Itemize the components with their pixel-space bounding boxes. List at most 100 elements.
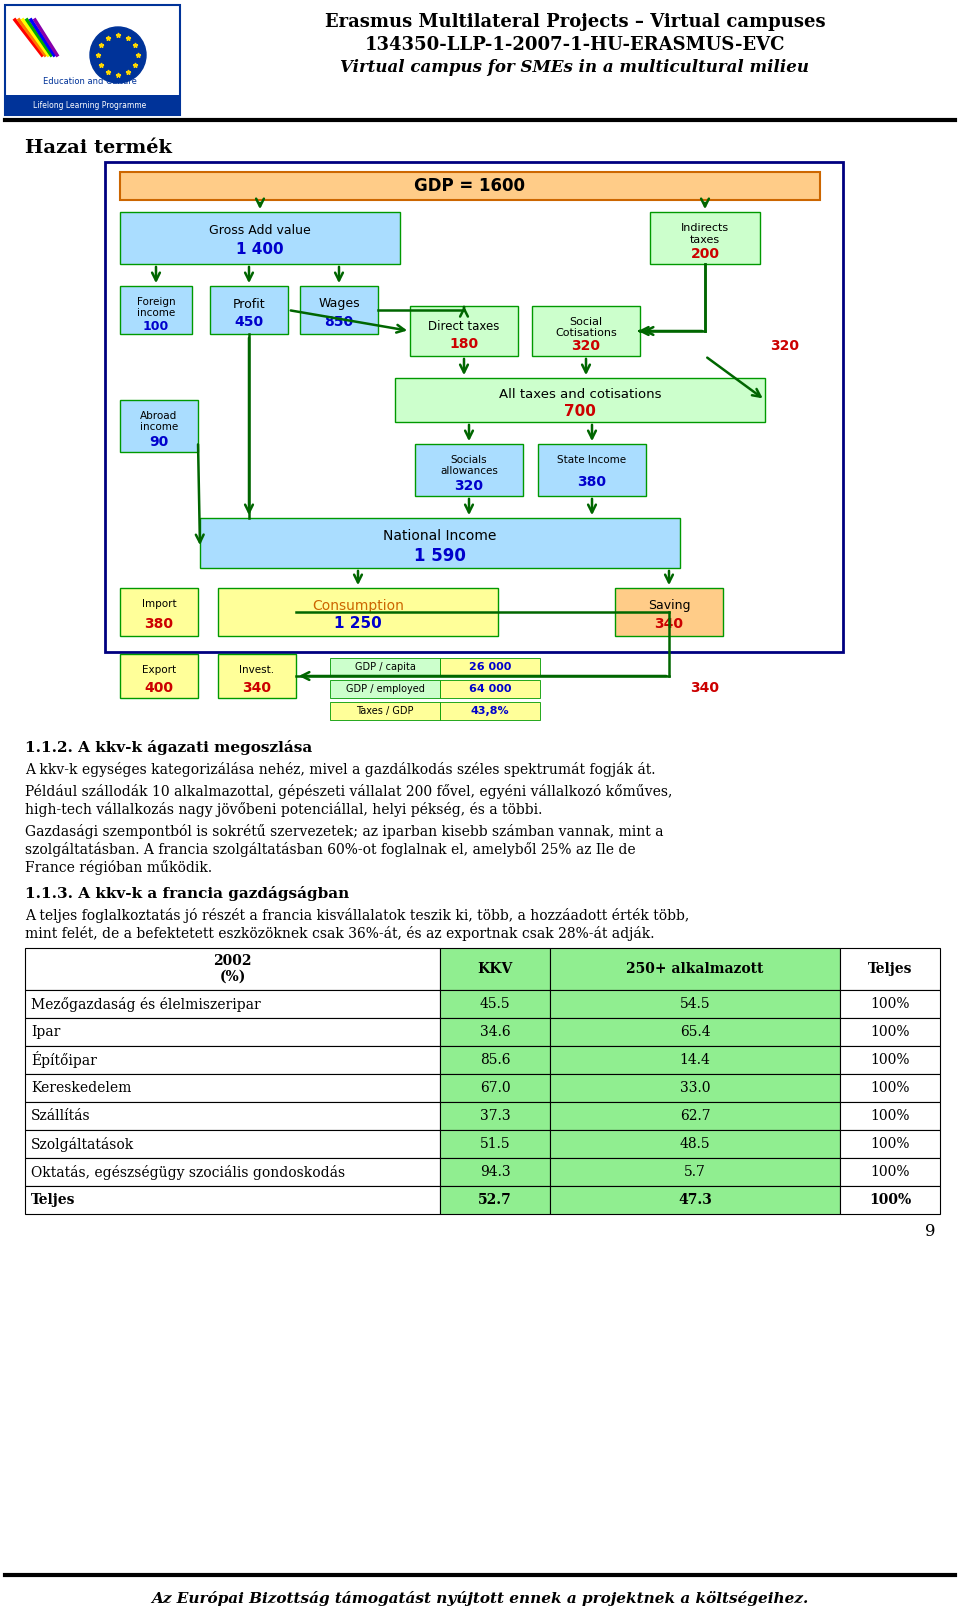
Text: GDP / employed: GDP / employed — [346, 683, 424, 695]
FancyBboxPatch shape — [440, 1045, 550, 1074]
FancyBboxPatch shape — [440, 680, 540, 698]
FancyBboxPatch shape — [840, 990, 940, 1018]
Text: 320: 320 — [454, 479, 484, 493]
Text: 1 250: 1 250 — [334, 617, 382, 631]
FancyBboxPatch shape — [210, 286, 288, 334]
Text: 100%: 100% — [871, 997, 910, 1011]
FancyBboxPatch shape — [440, 703, 540, 721]
FancyBboxPatch shape — [840, 1018, 940, 1045]
FancyBboxPatch shape — [395, 378, 765, 422]
Text: 1.1.3. A kkv-k a francia gazdágságban: 1.1.3. A kkv-k a francia gazdágságban — [25, 886, 349, 901]
Text: 320: 320 — [771, 339, 800, 352]
Circle shape — [90, 28, 146, 83]
Text: 2002
(%): 2002 (%) — [213, 954, 252, 984]
Text: GDP = 1600: GDP = 1600 — [415, 177, 525, 195]
Text: 320: 320 — [571, 339, 601, 352]
FancyBboxPatch shape — [550, 1018, 840, 1045]
Text: 380: 380 — [145, 617, 174, 631]
Text: 180: 180 — [449, 338, 479, 351]
FancyBboxPatch shape — [410, 307, 518, 355]
Text: A teljes foglalkoztatás jó részét a francia kisvállalatok teszik ki, több, a hoz: A teljes foglalkoztatás jó részét a fran… — [25, 907, 689, 923]
Text: 100%: 100% — [871, 1165, 910, 1178]
Text: Abroad: Abroad — [140, 411, 178, 420]
Text: Gazdasági szempontból is sokrétű szervezetek; az iparban kisebb számban vannak, : Gazdasági szempontból is sokrétű szervez… — [25, 824, 663, 839]
Text: Például szállodák 10 alkalmazottal, gépészeti vállalat 200 fővel, egyéni vállalk: Például szállodák 10 alkalmazottal, gépé… — [25, 784, 672, 799]
Text: Direct taxes: Direct taxes — [428, 320, 500, 333]
Text: 100%: 100% — [869, 1193, 911, 1208]
Text: 100%: 100% — [871, 1138, 910, 1151]
Text: Export: Export — [142, 665, 176, 675]
FancyBboxPatch shape — [840, 1102, 940, 1130]
FancyBboxPatch shape — [550, 1074, 840, 1102]
FancyBboxPatch shape — [218, 588, 498, 636]
FancyBboxPatch shape — [840, 1186, 940, 1214]
FancyBboxPatch shape — [6, 96, 179, 115]
Text: 33.0: 33.0 — [680, 1081, 710, 1096]
Text: 340: 340 — [690, 682, 719, 695]
Text: Erasmus Multilateral Projects – Virtual campuses: Erasmus Multilateral Projects – Virtual … — [324, 13, 826, 31]
FancyBboxPatch shape — [650, 213, 760, 265]
Text: State Income: State Income — [558, 454, 627, 466]
FancyBboxPatch shape — [120, 654, 198, 698]
FancyBboxPatch shape — [5, 5, 180, 115]
Text: 1 590: 1 590 — [414, 547, 466, 565]
Text: 67.0: 67.0 — [480, 1081, 511, 1096]
Text: 5.7: 5.7 — [684, 1165, 706, 1178]
Text: Teljes: Teljes — [31, 1193, 76, 1208]
Text: Virtual campus for SMEs in a multicultural milieu: Virtual campus for SMEs in a multicultur… — [341, 60, 809, 76]
Text: 47.3: 47.3 — [678, 1193, 712, 1208]
Text: 134350-LLP-1-2007-1-HU-ERASMUS-EVC: 134350-LLP-1-2007-1-HU-ERASMUS-EVC — [365, 36, 785, 54]
Text: 100%: 100% — [871, 1081, 910, 1096]
FancyBboxPatch shape — [440, 948, 550, 990]
Text: 9: 9 — [924, 1224, 935, 1240]
Text: 700: 700 — [564, 404, 596, 419]
Text: Szállítás: Szállítás — [31, 1109, 90, 1123]
Text: GDP / capita: GDP / capita — [354, 662, 416, 672]
FancyBboxPatch shape — [840, 1074, 940, 1102]
FancyBboxPatch shape — [615, 588, 723, 636]
FancyBboxPatch shape — [440, 1074, 550, 1102]
FancyBboxPatch shape — [218, 654, 296, 698]
FancyBboxPatch shape — [300, 286, 378, 334]
Text: Import: Import — [142, 599, 177, 609]
FancyBboxPatch shape — [25, 990, 440, 1018]
FancyBboxPatch shape — [840, 1130, 940, 1157]
FancyBboxPatch shape — [120, 286, 192, 334]
Text: 90: 90 — [150, 435, 169, 450]
Text: National Income: National Income — [383, 529, 496, 544]
Text: Lifelong Learning Programme: Lifelong Learning Programme — [34, 101, 147, 109]
Text: 65.4: 65.4 — [680, 1026, 710, 1039]
FancyBboxPatch shape — [25, 1186, 440, 1214]
Text: 94.3: 94.3 — [480, 1165, 511, 1178]
Text: 340: 340 — [243, 682, 272, 695]
FancyBboxPatch shape — [105, 162, 843, 652]
Text: 100%: 100% — [871, 1109, 910, 1123]
Text: 250+ alkalmazott: 250+ alkalmazott — [626, 962, 764, 975]
Text: Cotisations: Cotisations — [555, 328, 617, 338]
Text: 43,8%: 43,8% — [470, 706, 510, 716]
Text: 200: 200 — [690, 247, 719, 261]
FancyBboxPatch shape — [550, 990, 840, 1018]
Text: Ipar: Ipar — [31, 1026, 60, 1039]
Text: 48.5: 48.5 — [680, 1138, 710, 1151]
Text: income: income — [140, 422, 179, 432]
Text: France régióban működik.: France régióban működik. — [25, 860, 212, 875]
Text: Saving: Saving — [648, 599, 690, 612]
Text: 52.7: 52.7 — [478, 1193, 512, 1208]
Text: Építőipar: Építőipar — [31, 1052, 97, 1068]
FancyBboxPatch shape — [550, 1045, 840, 1074]
Text: 850: 850 — [324, 315, 353, 329]
FancyBboxPatch shape — [120, 213, 400, 265]
Text: szolgáltatásban. A francia szolgáltatásban 60%-ot foglalnak el, amelyből 25% az : szolgáltatásban. A francia szolgáltatásb… — [25, 842, 636, 857]
FancyBboxPatch shape — [538, 445, 646, 497]
FancyBboxPatch shape — [440, 1157, 550, 1186]
FancyBboxPatch shape — [550, 1102, 840, 1130]
Text: All taxes and cotisations: All taxes and cotisations — [499, 388, 661, 401]
FancyBboxPatch shape — [120, 588, 198, 636]
Text: high-tech vállalkozás nagy jövőbeni potenciállal, helyi pékség, és a többi.: high-tech vállalkozás nagy jövőbeni pote… — [25, 802, 542, 816]
FancyBboxPatch shape — [25, 1018, 440, 1045]
Text: Foreign: Foreign — [136, 297, 176, 307]
Text: Indirects: Indirects — [681, 222, 729, 234]
FancyBboxPatch shape — [120, 399, 198, 451]
Text: 64 000: 64 000 — [468, 683, 512, 695]
